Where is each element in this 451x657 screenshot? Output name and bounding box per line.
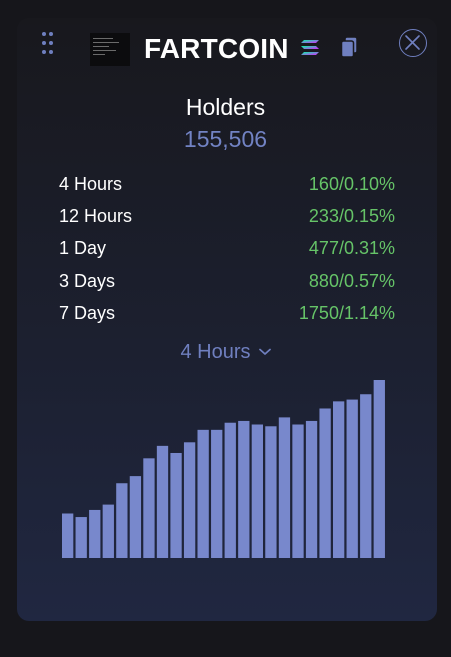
stat-value: 1750/1.14% [298,302,395,323]
chart-bar[interactable] [197,429,209,558]
stat-label: 4 Hours [59,173,123,194]
drag-handle-icon[interactable] [40,31,56,57]
stat-value: 233/0.15% [308,205,395,226]
chart-bar[interactable] [129,476,142,558]
solana-icon [301,40,319,55]
close-button[interactable] [399,29,427,57]
holders-bar-chart [62,380,385,559]
chart-bar[interactable] [156,445,169,558]
holders-count: 155,506 [183,126,268,152]
chart-bar[interactable] [238,420,250,558]
chart-bar[interactable] [62,513,74,559]
chart-bar[interactable] [333,401,345,558]
stat-label: 3 Days [59,270,116,291]
chevron-down-icon [258,348,271,355]
chart-bar[interactable] [360,394,372,558]
close-icon [405,35,420,50]
stat-label: 12 Hours [59,205,133,226]
stat-value: 880/0.57% [308,270,395,291]
section-title: Holders [185,94,266,120]
stat-row-12h: 12 Hours 233/0.15% [59,204,395,228]
chart-bar[interactable] [102,504,114,558]
token-name: FARTCOIN [144,33,289,64]
period-selected: 4 Hours [180,340,251,363]
chart-bar[interactable] [251,424,263,559]
chart-bar[interactable] [292,424,304,559]
chart-bar[interactable] [116,483,128,558]
stat-row-1d: 1 Day 477/0.31% [59,236,395,260]
chart-bar[interactable] [346,399,358,558]
stat-value: 160/0.10% [308,173,395,194]
chart-bar[interactable] [278,417,291,558]
chart-bar[interactable] [183,442,196,558]
chart-bar[interactable] [224,422,236,558]
token-image [90,33,130,66]
period-dropdown[interactable]: 4 Hours [0,340,451,364]
chart-bar[interactable] [89,509,101,558]
stat-row-3d: 3 Days 880/0.57% [59,269,395,293]
chart-bar[interactable] [75,517,87,558]
stat-value: 477/0.31% [308,237,395,258]
chart-bar[interactable] [170,452,182,558]
chart-bar[interactable] [143,458,155,558]
stat-row-4h: 4 Hours 160/0.10% [59,172,395,196]
chart-bar[interactable] [211,429,223,558]
chart-bar[interactable] [305,420,318,558]
stat-label: 7 Days [59,302,116,323]
chart-bar[interactable] [319,408,331,558]
stat-row-7d: 7 Days 1750/1.14% [59,301,395,325]
copy-icon[interactable] [340,36,359,58]
chart-bar[interactable] [373,380,385,558]
chart-bar[interactable] [265,426,277,558]
stat-label: 1 Day [59,237,107,258]
